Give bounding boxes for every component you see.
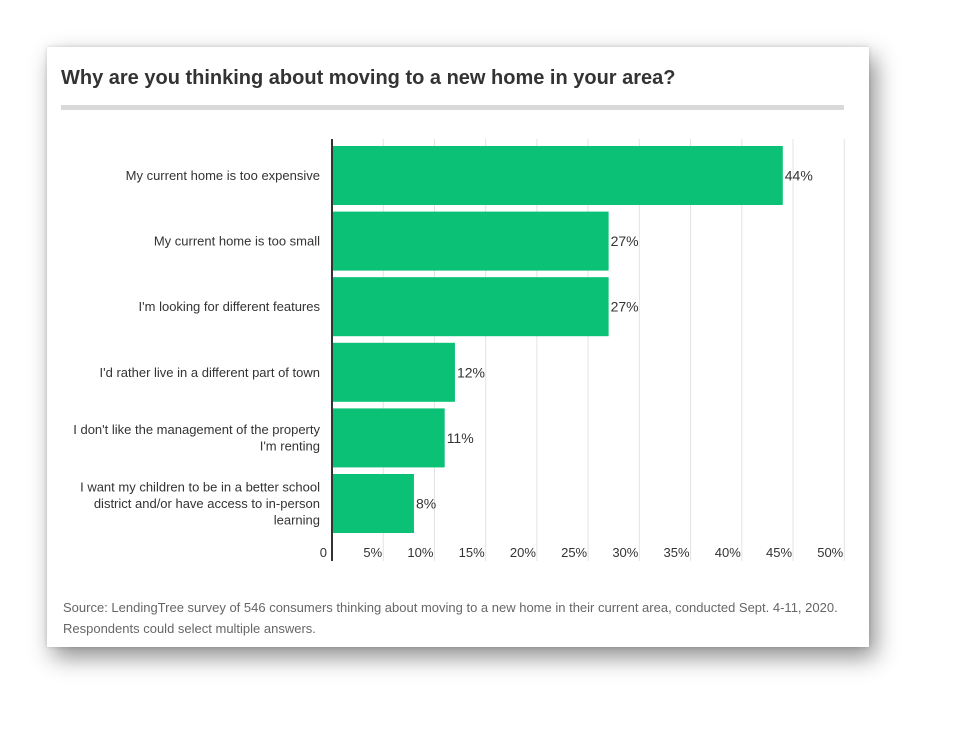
x-tick-label: 50% <box>817 545 843 560</box>
x-tick-label: 45% <box>766 545 792 560</box>
category-label: I want my children to be in a better sch… <box>80 480 320 495</box>
bar-value-label: 27% <box>611 233 639 249</box>
x-tick-label: 30% <box>612 545 638 560</box>
x-tick-label: 35% <box>664 545 690 560</box>
bar <box>332 474 414 533</box>
x-tick-label: 0 <box>320 545 327 560</box>
title-divider <box>61 105 844 110</box>
category-label: My current home is too small <box>154 234 320 249</box>
bar-value-label: 12% <box>457 364 485 380</box>
bar-value-label: 44% <box>785 168 813 184</box>
x-tick-label: 20% <box>510 545 536 560</box>
bar-value-label: 8% <box>416 496 436 512</box>
source-note: Source: LendingTree survey of 546 consum… <box>63 600 838 636</box>
category-label: learning <box>274 513 320 528</box>
category-label: I don't like the management of the prope… <box>73 422 320 437</box>
x-tick-label: 40% <box>715 545 741 560</box>
bar <box>332 408 445 468</box>
x-tick-label: 25% <box>561 545 587 560</box>
x-tick-label: 15% <box>459 545 485 560</box>
chart-title: Why are you thinking about moving to a n… <box>61 67 676 89</box>
chart-card: Why are you thinking about moving to a n… <box>47 47 869 647</box>
category-label: I'd rather live in a different part of t… <box>100 365 320 380</box>
x-tick-label: 5% <box>363 545 382 560</box>
category-label: I'm looking for different features <box>139 299 321 314</box>
category-label: I'm renting <box>260 439 320 454</box>
category-label: My current home is too expensive <box>126 168 320 183</box>
bar-value-label: 27% <box>611 299 639 315</box>
bar <box>332 277 609 337</box>
bar <box>332 211 609 271</box>
bar <box>332 146 783 205</box>
x-tick-label: 10% <box>407 545 433 560</box>
category-label: district and/or have access to in-person <box>94 496 320 511</box>
bar-value-label: 11% <box>447 430 474 446</box>
bar-chart: 44% My current home is too expensive 27% My… <box>73 139 845 561</box>
bar <box>332 342 455 402</box>
